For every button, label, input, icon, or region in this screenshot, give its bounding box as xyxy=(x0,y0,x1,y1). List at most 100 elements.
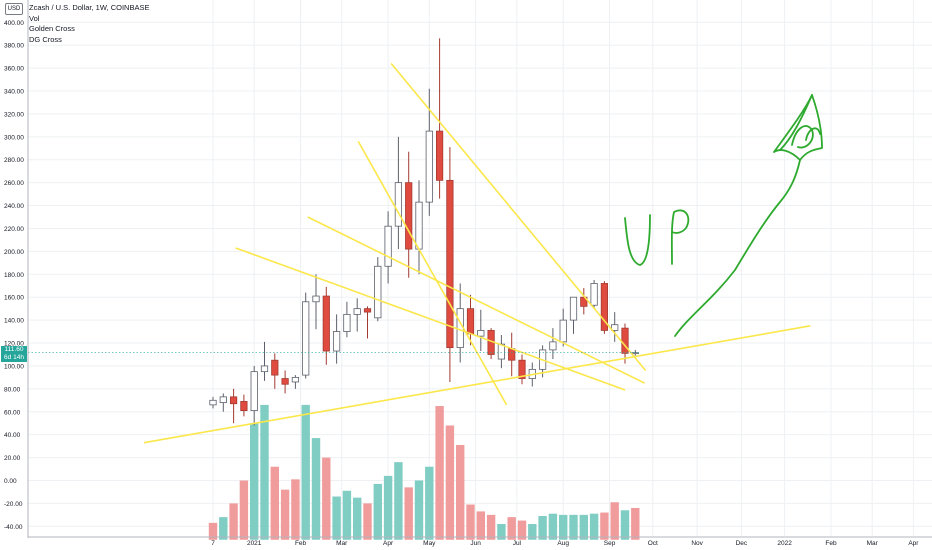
candle-body xyxy=(332,331,341,352)
volume-bar xyxy=(528,524,537,540)
y-tick-label: 280.00 xyxy=(4,157,24,164)
y-tick-label: 220.00 xyxy=(4,226,24,233)
candle-body xyxy=(600,283,609,331)
candle-body xyxy=(291,376,300,383)
y-tick-label: 160.00 xyxy=(4,295,24,302)
volume-bar xyxy=(517,520,527,540)
volume-bar xyxy=(435,406,444,540)
x-tick-label: Jun xyxy=(470,540,481,547)
legend-golden-cross[interactable]: Golden Cross xyxy=(29,24,75,33)
last-price-tag: 111.60 xyxy=(1,346,27,354)
y-tick-label: 20.00 xyxy=(4,455,21,462)
y-tick-label: 360.00 xyxy=(4,66,24,73)
candle-body xyxy=(374,265,382,319)
annotation-stroke xyxy=(624,214,651,266)
candle-body xyxy=(322,295,330,352)
volume-bar xyxy=(620,510,630,540)
y-tick-label: 180.00 xyxy=(4,272,24,279)
x-tick-label: May xyxy=(423,540,436,547)
trendline xyxy=(357,141,508,406)
y-tick-label: 0.00 xyxy=(4,478,17,485)
volume-bar xyxy=(239,480,249,540)
volume-bar xyxy=(538,515,547,540)
y-tick-label: 140.00 xyxy=(4,318,24,325)
x-tick-label: Apr xyxy=(383,540,394,547)
candle-body xyxy=(312,295,320,303)
y-tick-label: 100.00 xyxy=(4,363,24,370)
x-tick-label: 2022 xyxy=(777,540,792,547)
volume-bar xyxy=(456,444,465,540)
legend-volume[interactable]: Vol xyxy=(29,13,40,23)
chart-legend: Zcash / U.S. Dollar, 1W, COINBASE Vol Go… xyxy=(29,3,149,45)
y-tick-label: 80.00 xyxy=(4,386,21,393)
candle-body xyxy=(466,308,475,335)
candle-body xyxy=(590,283,598,306)
candle-body xyxy=(611,324,619,331)
x-tick-label: Dec xyxy=(736,540,748,547)
time-axis[interactable]: 7 2021 Feb Mar Apr May Jun Jul Aug Sep Oct Nov Dec 20… xyxy=(28,536,932,547)
y-tick-label: 320.00 xyxy=(4,111,24,118)
candle-body xyxy=(343,313,351,332)
candle-body xyxy=(209,399,217,406)
candle-body xyxy=(477,330,485,337)
volume-bar xyxy=(445,425,455,540)
trendline xyxy=(235,247,626,391)
candle-body xyxy=(219,396,227,403)
volume-bar xyxy=(497,524,506,540)
volume-bar xyxy=(219,517,228,540)
candle-body xyxy=(559,319,567,343)
volume-bar xyxy=(383,475,393,540)
x-tick-label: 2021 xyxy=(247,540,262,547)
drawing-annotation xyxy=(624,94,823,337)
annotation-stroke xyxy=(805,127,821,141)
trendlines xyxy=(28,63,811,444)
volume-bar xyxy=(394,462,403,540)
currency-label[interactable]: USD xyxy=(5,3,23,15)
y-tick-label: 40.00 xyxy=(4,432,21,439)
trendline xyxy=(390,63,647,372)
volume-bar xyxy=(301,404,310,540)
candle-body xyxy=(435,130,444,181)
volume-bar xyxy=(322,457,331,540)
bar-countdown-tag: 6d 14h xyxy=(1,354,27,362)
y-tick-label: -40.00 xyxy=(4,524,23,531)
candle-body xyxy=(415,201,423,250)
volume-bar xyxy=(548,513,558,540)
y-tick-label: 60.00 xyxy=(4,409,21,416)
volume-bar xyxy=(311,438,321,540)
volume-bar xyxy=(208,522,218,540)
x-tick-label: Aug xyxy=(557,540,569,547)
volume-bar xyxy=(414,480,424,540)
x-tick-label: Jul xyxy=(513,540,522,547)
x-tick-label: Feb xyxy=(295,540,307,547)
volume-bar xyxy=(363,503,372,540)
volume-bar xyxy=(569,514,578,540)
trendline xyxy=(307,216,645,384)
trendline xyxy=(143,325,811,444)
volume-bar xyxy=(486,514,496,540)
y-tick-label: 300.00 xyxy=(4,134,24,141)
x-tick-label: Sep xyxy=(604,540,616,547)
x-tick-label: Oct xyxy=(648,540,658,547)
candle-body xyxy=(353,308,361,315)
candle-body xyxy=(446,179,454,349)
y-tick-label: 120.00 xyxy=(4,341,24,348)
volume-bar xyxy=(250,423,259,540)
price-axis[interactable]: 400.00 380.00 360.00 340.00 320.00 300.00 280.… xyxy=(4,0,29,538)
y-tick-label: 200.00 xyxy=(4,249,24,256)
y-tick-label: 260.00 xyxy=(4,180,24,187)
annotation-stroke xyxy=(670,209,690,265)
volume-bars xyxy=(208,404,640,540)
volume-bar xyxy=(404,487,413,540)
x-tick-label: Mar xyxy=(336,540,348,547)
candle-body xyxy=(580,296,588,307)
y-tick-label: 240.00 xyxy=(4,203,24,210)
candlesticks xyxy=(209,38,639,426)
candle-body xyxy=(518,359,526,379)
volume-bar xyxy=(291,479,300,540)
candle-body xyxy=(508,348,516,361)
legend-dg-cross[interactable]: DG Cross xyxy=(29,34,62,44)
y-tick-label: 400.00 xyxy=(4,20,24,27)
volume-bar xyxy=(342,490,352,540)
candle-body xyxy=(569,296,578,321)
